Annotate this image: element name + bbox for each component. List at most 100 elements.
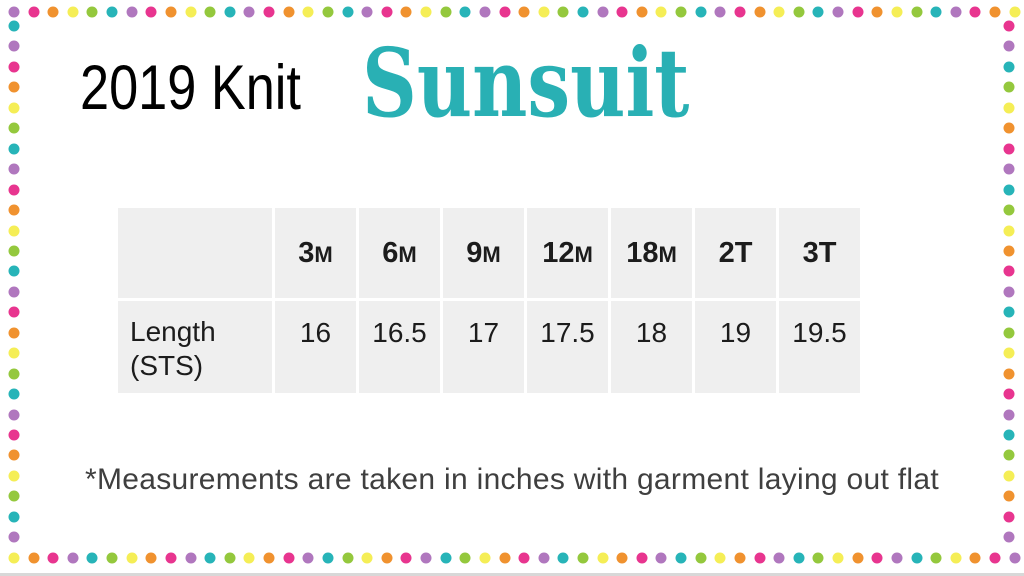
- border-dot: [145, 552, 157, 564]
- border-dot: [911, 6, 923, 18]
- border-dot: [381, 552, 393, 564]
- border-dot: [636, 6, 648, 18]
- border-dot: [891, 552, 903, 564]
- border-dot: [1009, 552, 1021, 564]
- border-dot: [322, 552, 334, 564]
- border-dot: [597, 552, 609, 564]
- border-dot: [126, 6, 138, 18]
- border-dot: [616, 552, 628, 564]
- border-dot: [518, 6, 530, 18]
- border-dot: [636, 552, 648, 564]
- border-dot: [47, 6, 59, 18]
- border-dot: [8, 409, 20, 421]
- size-column-header: 3M: [275, 208, 356, 298]
- border-dot: [734, 6, 746, 18]
- border-dot: [420, 6, 432, 18]
- border-dot: [204, 6, 216, 18]
- border-dot: [106, 552, 118, 564]
- measurement-value: 19: [695, 301, 776, 393]
- border-dot: [28, 552, 40, 564]
- border-dot: [793, 552, 805, 564]
- border-dot: [1003, 184, 1015, 196]
- border-dot: [1003, 225, 1015, 236]
- measurement-value: 16.5: [359, 301, 440, 393]
- border-dot: [1003, 327, 1015, 339]
- row-label: Length (STS): [118, 301, 272, 393]
- border-dot: [577, 552, 589, 564]
- border-dot: [440, 6, 452, 18]
- table-corner-cell: [118, 208, 272, 298]
- border-dot: [1003, 265, 1015, 277]
- border-dot: [243, 552, 255, 564]
- border-dot: [989, 552, 1001, 564]
- border-dot: [8, 490, 20, 502]
- measurement-value: 17.5: [527, 301, 608, 393]
- border-dot: [8, 368, 20, 380]
- border-dot: [8, 265, 20, 277]
- border-dot: [1003, 429, 1015, 441]
- border-dot: [8, 204, 20, 216]
- border-dot: [283, 6, 295, 18]
- border-dot: [499, 6, 510, 18]
- border-dot: [969, 6, 981, 18]
- border-dot: [283, 552, 295, 564]
- border-dot: [86, 552, 98, 564]
- border-dot: [342, 6, 354, 18]
- border-dot: [1003, 388, 1015, 400]
- border-dot: [8, 225, 20, 236]
- border-dot: [8, 552, 20, 564]
- border-dot: [1003, 409, 1015, 421]
- border-dot: [8, 61, 20, 73]
- border-dot: [871, 6, 883, 18]
- border-dot: [1003, 61, 1015, 73]
- border-dot: [67, 6, 79, 18]
- border-dot: [754, 552, 766, 564]
- border-dot: [8, 122, 20, 134]
- border-dot: [400, 552, 412, 564]
- border-dot: [1003, 143, 1015, 155]
- border-dot: [950, 6, 962, 18]
- border-dot: [832, 6, 844, 18]
- border-dot: [361, 552, 373, 564]
- border-dot: [538, 552, 550, 564]
- border-dot: [695, 552, 707, 564]
- product-name: Sunsuit: [362, 28, 690, 139]
- border-dot: [263, 552, 275, 564]
- border-dot: [1003, 449, 1015, 461]
- border-dot: [8, 347, 20, 359]
- border-dot: [793, 6, 805, 18]
- size-table: 3M 6M 9M 12M 18M 2T 3T Length (STS) 16 16.5 17 17.5…: [115, 205, 863, 396]
- border-dot: [950, 552, 962, 564]
- bottom-edge-shadow: [0, 573, 1024, 576]
- border-dot: [459, 552, 471, 564]
- border-dot: [8, 20, 20, 32]
- border-dot: [8, 40, 20, 52]
- border-dot: [695, 6, 707, 18]
- border-dot: [989, 6, 1001, 18]
- border-dot: [322, 6, 334, 18]
- border-dot: [1003, 511, 1015, 523]
- border-dot: [86, 6, 98, 18]
- measurement-value: 19.5: [779, 301, 860, 393]
- border-dot: [145, 6, 157, 18]
- border-dot: [773, 552, 785, 564]
- border-dot: [852, 6, 864, 18]
- border-dot: [597, 6, 609, 18]
- border-dot: [1003, 245, 1015, 257]
- border-dot: [930, 6, 942, 18]
- border-dot: [734, 552, 746, 564]
- border-dot: [969, 552, 981, 564]
- border-dot: [891, 6, 903, 18]
- border-dot: [185, 552, 197, 564]
- border-dot: [8, 184, 20, 196]
- size-column-header: 2T: [695, 208, 776, 298]
- border-dot: [1003, 306, 1015, 318]
- border-dot: [655, 6, 667, 18]
- border-dot: [714, 552, 726, 564]
- border-dot: [8, 327, 20, 339]
- border-dot: [577, 6, 589, 18]
- size-column-header: 9M: [443, 208, 524, 298]
- border-dot: [8, 511, 20, 523]
- measurement-value: 17: [443, 301, 524, 393]
